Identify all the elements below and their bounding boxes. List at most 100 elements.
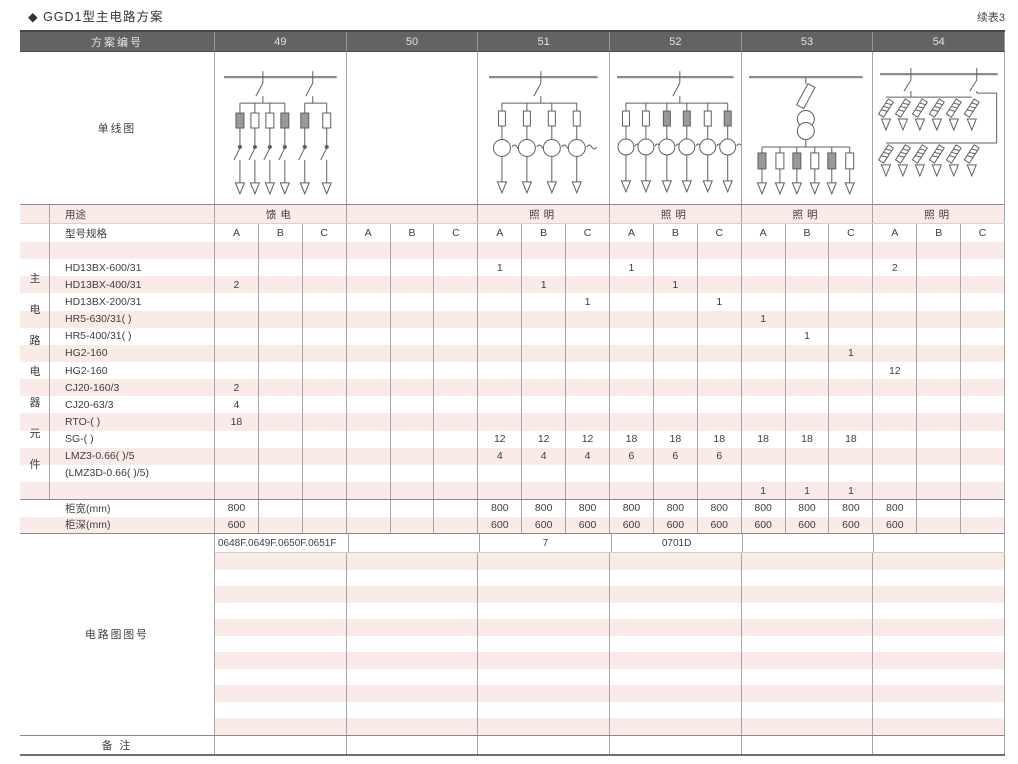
value-cell — [303, 430, 347, 448]
cabinet-depth-cell — [259, 516, 303, 534]
value-cell — [303, 481, 347, 500]
cabinet-depth-cell: 600 — [478, 516, 523, 534]
empty-cell — [873, 668, 1006, 686]
empty-cell — [610, 685, 742, 702]
remark-cell — [478, 735, 611, 754]
empty-cell — [610, 701, 742, 719]
circuit-diagram-no-rows: 0648F.0649F.0650F.0651F 7 0701D — [215, 534, 1006, 735]
empty-cell — [742, 668, 874, 686]
value-cell — [434, 447, 479, 465]
cabinet-width-cell — [917, 500, 962, 517]
component-row-label: HD13BX-600/31 — [50, 259, 215, 277]
value-cell — [259, 361, 303, 380]
value-cell — [522, 242, 567, 260]
value-cell — [786, 361, 830, 380]
value-cell — [829, 327, 874, 345]
value-cell: 1 — [654, 276, 698, 294]
cabinet-depth-cell — [917, 516, 962, 534]
value-cell — [215, 327, 259, 345]
value-cell — [961, 379, 1006, 397]
cabinet-depth-cell: 600 — [610, 516, 654, 534]
empty-cell — [478, 569, 611, 587]
component-row: CJ20-160/3 2 — [20, 379, 1006, 397]
usage-label: 用途 — [50, 205, 215, 223]
value-cell — [303, 293, 347, 311]
value-cell — [259, 327, 303, 345]
cabinet-width-row: 柜宽(mm) 800 800 800 800 800 800 800 800 800 800 800 — [20, 499, 1006, 517]
empty-cell — [347, 701, 479, 719]
usage-cell: 照明 — [478, 205, 611, 223]
value-cell — [478, 481, 523, 500]
cabinet-width-cell — [961, 500, 1006, 517]
value-cell — [303, 413, 347, 431]
component-row: LMZ3-0.66( )/5 4 4 4 6 6 6 — [20, 447, 1006, 465]
circuit-diagram-no-cell: 0701D — [612, 534, 743, 553]
value-cell — [391, 242, 435, 260]
side-spacer — [20, 447, 50, 465]
value-cell — [347, 413, 391, 431]
value-cell — [434, 361, 479, 380]
value-cell — [259, 344, 303, 362]
empty-cell — [478, 685, 611, 702]
value-cell — [698, 379, 742, 397]
empty-cell — [742, 701, 874, 719]
empty-cell — [742, 586, 874, 603]
value-cell: 2 — [215, 379, 259, 397]
value-cell — [347, 481, 391, 500]
blank-row — [215, 553, 1006, 570]
value-cell — [391, 293, 435, 311]
value-cell: 18 — [786, 430, 830, 448]
value-cell: 18 — [215, 413, 259, 431]
cabinet-depth-cell: 600 — [522, 516, 567, 534]
value-cell — [303, 447, 347, 465]
side-spacer — [20, 413, 50, 431]
component-row: SG-( ) 12 12 12 18 18 18 18 18 18 — [20, 430, 1006, 448]
value-cell — [873, 293, 918, 311]
value-cell — [742, 259, 786, 277]
value-cell — [347, 327, 391, 345]
empty-cell — [215, 685, 347, 702]
value-cell — [961, 481, 1006, 500]
circuit-diagram-no-cell — [874, 534, 1006, 553]
value-cell — [917, 396, 962, 414]
component-row-label: CJ20-160/3 — [50, 379, 215, 397]
value-cell — [434, 413, 479, 431]
value-cell — [347, 464, 391, 482]
value-cell — [961, 413, 1006, 431]
remark-cell — [347, 735, 479, 754]
value-cell — [654, 242, 698, 260]
value-cell — [347, 396, 391, 414]
empty-cell — [347, 619, 479, 636]
empty-cell — [478, 619, 611, 636]
empty-cell — [215, 569, 347, 587]
value-cell — [347, 344, 391, 362]
value-cell — [917, 379, 962, 397]
value-cell — [829, 259, 874, 277]
empty-cell — [610, 635, 742, 653]
value-cell — [259, 379, 303, 397]
component-row: HR5-630/31( ) 1 — [20, 310, 1006, 328]
value-cell: 4 — [478, 447, 523, 465]
value-cell — [873, 276, 918, 294]
remark-label: 备 注 — [20, 735, 215, 754]
value-cell — [698, 327, 742, 345]
empty-cell — [873, 652, 1006, 669]
component-row: HD13BX-600/31 1 1 2 — [20, 259, 1006, 277]
blank-row — [215, 685, 1006, 702]
spec-subcol-header: A — [873, 224, 918, 242]
side-spacer — [20, 361, 50, 380]
cabinet-width-cell — [391, 500, 435, 517]
value-cell: 2 — [873, 259, 918, 277]
blank-row — [215, 619, 1006, 636]
cabinet-width-cell: 800 — [522, 500, 567, 517]
value-cell — [917, 447, 962, 465]
component-row-label: HG2-160 — [50, 361, 215, 380]
component-row-label: RTO-( ) — [50, 413, 215, 431]
usage-cell: 馈电 — [215, 205, 347, 223]
diagram-cell-52 — [610, 52, 742, 204]
value-cell — [961, 276, 1006, 294]
value-cell — [917, 293, 962, 311]
value-cell — [303, 396, 347, 414]
value-cell — [522, 396, 567, 414]
value-cell — [742, 293, 786, 311]
